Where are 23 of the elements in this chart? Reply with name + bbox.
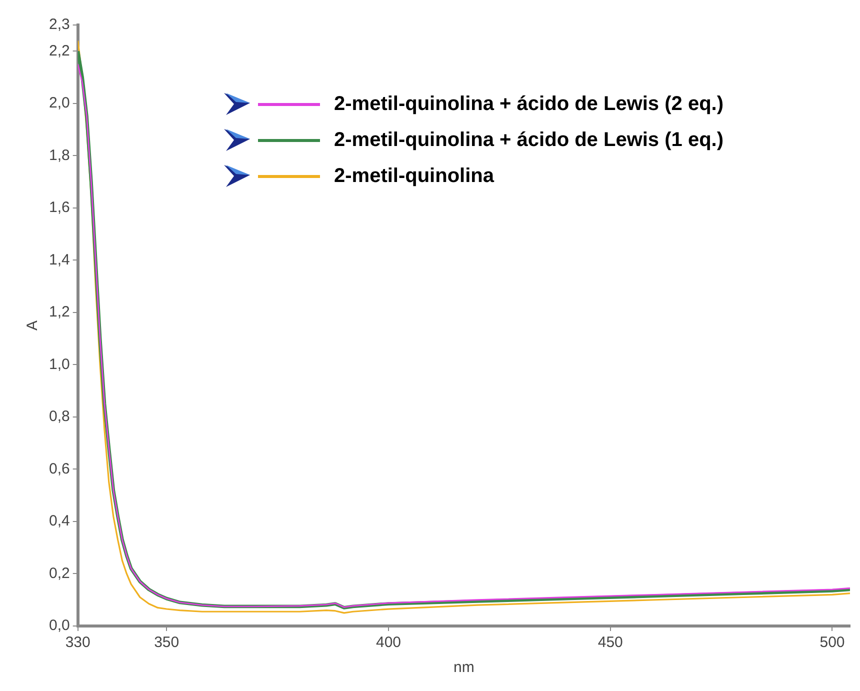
y-tick-label: 2,0 — [48, 94, 70, 112]
x-tick-label: 330 — [65, 634, 90, 652]
y-tick-label: 0,4 — [48, 512, 70, 530]
y-tick-label: 1,8 — [48, 146, 70, 164]
y-tick-label: 0,6 — [48, 460, 70, 478]
y-tick-label: 1,6 — [48, 199, 70, 216]
y-tick-label: 0,0 — [48, 617, 70, 634]
y-tick-label: 1,2 — [48, 304, 70, 321]
y-tick-label: 0,8 — [48, 408, 70, 426]
y-tick-label: 1,0 — [48, 356, 70, 373]
legend-label: 2-metil-quinolina + ácido de Lewis (2 eq.) — [334, 92, 724, 116]
y-tick-label: 0,2 — [48, 564, 70, 582]
x-tick-label: 500 — [820, 634, 845, 652]
legend-label: 2-metil-quinolina + ácido de Lewis (1 eq.) — [334, 128, 724, 152]
x-axis-title: nm — [454, 659, 474, 676]
x-tick-label: 400 — [376, 634, 401, 652]
y-tick-label: 1,4 — [48, 251, 70, 268]
y-tick-label: 2,3 — [48, 16, 70, 34]
y-tick-label: 2,2 — [48, 42, 70, 60]
x-tick-label: 450 — [598, 634, 623, 652]
y-axis-title: A — [24, 320, 42, 331]
x-tick-label: 350 — [154, 634, 180, 652]
legend-label: 2-metil-quinolina — [334, 164, 494, 188]
